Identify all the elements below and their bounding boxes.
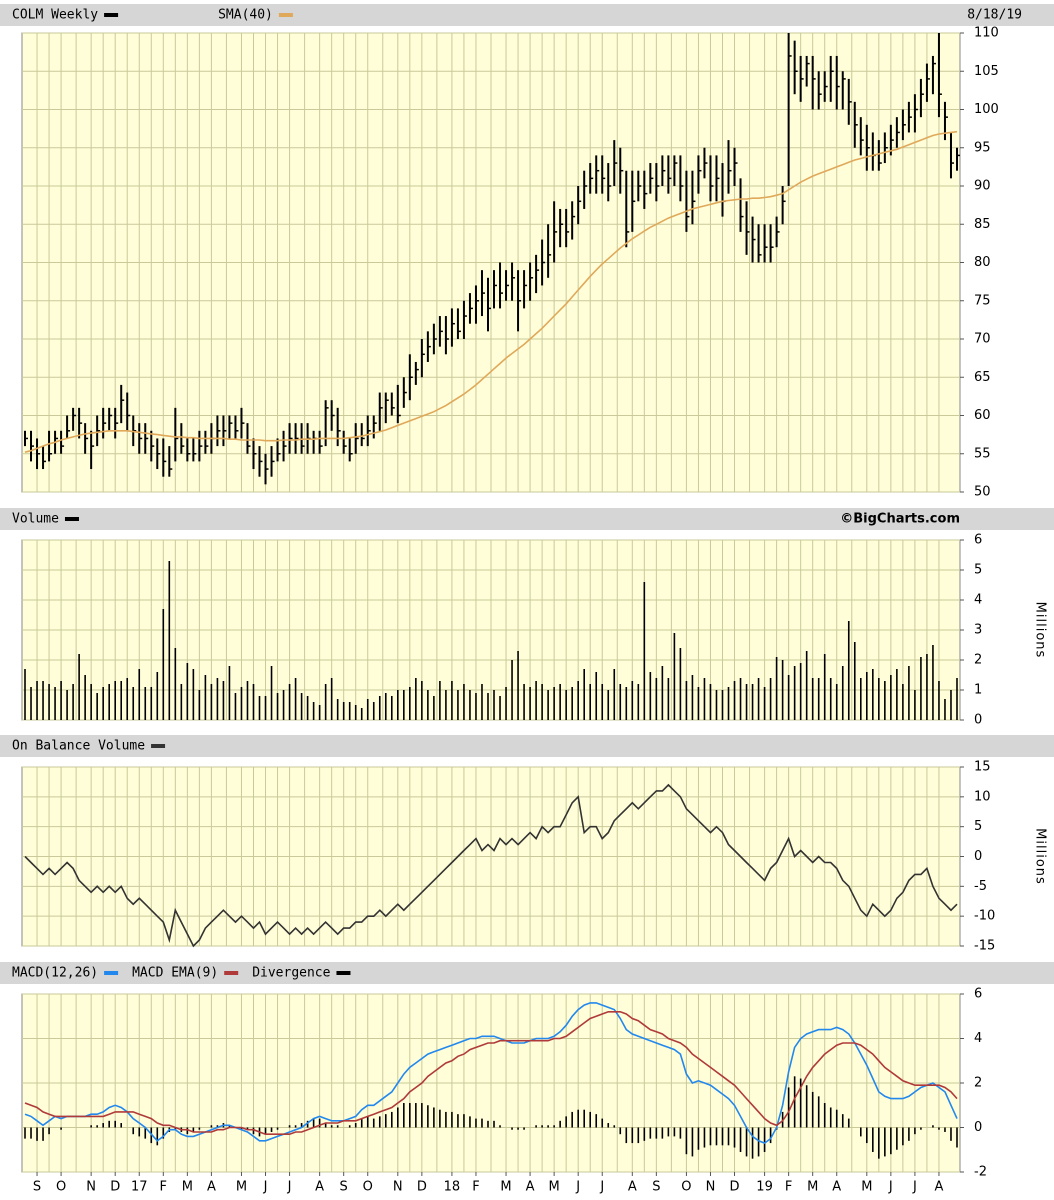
x-tick-label: F [785, 1180, 792, 1195]
x-tick-label: M [500, 1180, 511, 1195]
series-line [24, 783, 958, 948]
x-tick-label: A [207, 1180, 216, 1195]
panel-header [0, 508, 1054, 530]
x-tick-label: O [363, 1180, 373, 1195]
legend-label: Divergence [252, 966, 330, 981]
y-tick-label: 100 [974, 102, 999, 117]
y-tick-label: 65 [974, 370, 991, 385]
y-tick-label: 95 [974, 140, 991, 155]
y-tick-label: 10 [974, 789, 991, 804]
panel-header [0, 4, 1054, 26]
y-tick-label: -10 [974, 909, 995, 924]
x-tick-label: S [340, 1180, 348, 1195]
y-tick-label: 6 [974, 533, 982, 548]
y-axis-label: Millions [1033, 828, 1048, 885]
x-tick-label: J [263, 1180, 268, 1195]
x-tick-label: S [652, 1180, 660, 1195]
x-tick-label: M [182, 1180, 193, 1195]
y-tick-label: 2 [974, 653, 982, 668]
x-tick-label: A [935, 1180, 944, 1195]
y-tick-label: 0 [974, 849, 982, 864]
y-tick-label: 110 [974, 26, 999, 41]
chart-credit: ©BigCharts.com [840, 512, 960, 527]
panel-header [0, 735, 1054, 757]
y-tick-label: 80 [974, 255, 991, 270]
legend-swatch [151, 744, 166, 748]
y-tick-label: 6 [974, 987, 982, 1002]
y-tick-label: 85 [974, 217, 991, 232]
panel-header [0, 962, 1054, 984]
series-line [24, 1002, 958, 1145]
legend-swatch [104, 971, 119, 975]
chart-date: 8/18/19 [967, 8, 1022, 23]
y-tick-label: 50 [974, 485, 991, 500]
x-tick-label: M [807, 1180, 818, 1195]
legend-label: SMA(40) [218, 8, 273, 23]
y-tick-label: -5 [974, 879, 987, 894]
x-tick-label: M [549, 1180, 560, 1195]
y-tick-label: 2 [974, 1076, 982, 1091]
y-tick-label: 75 [974, 293, 991, 308]
x-tick-label: F [160, 1180, 167, 1195]
x-tick-label: J [575, 1180, 580, 1195]
x-tick-label: F [472, 1180, 479, 1195]
legend-label: On Balance Volume [12, 739, 145, 754]
x-tick-label: 17 [131, 1180, 148, 1195]
legend-swatch [104, 13, 119, 17]
y-tick-label: 70 [974, 332, 991, 347]
x-tick-label: J [599, 1180, 604, 1195]
legend-label: Volume [12, 512, 59, 527]
y-tick-label: -15 [974, 939, 995, 954]
y-tick-label: -2 [974, 1165, 987, 1180]
legend-label: MACD EMA(9) [132, 966, 218, 981]
y-tick-label: 5 [974, 819, 982, 834]
y-tick-label: 4 [974, 593, 982, 608]
x-tick-label: D [110, 1180, 120, 1195]
x-tick-label: N [706, 1180, 716, 1195]
y-tick-label: 90 [974, 179, 991, 194]
series-line [24, 130, 958, 453]
y-tick-label: 105 [974, 64, 999, 79]
y-tick-label: 4 [974, 1031, 982, 1046]
y-tick-label: 15 [974, 760, 991, 775]
x-tick-label: A [526, 1180, 535, 1195]
x-tick-label: D [417, 1180, 427, 1195]
x-tick-label: D [730, 1180, 740, 1195]
x-tick-label: A [315, 1180, 324, 1195]
legend-label: COLM Weekly [12, 8, 98, 23]
legend-swatch [64, 517, 79, 521]
x-tick-label: J [287, 1180, 292, 1195]
x-tick-label: J [912, 1180, 917, 1195]
x-tick-label: J [888, 1180, 893, 1195]
y-axis-label: Millions [1033, 602, 1048, 659]
legend-label: MACD(12,26) [12, 966, 98, 981]
x-tick-label: N [393, 1180, 403, 1195]
legend-swatch [224, 971, 239, 975]
x-tick-label: 19 [756, 1180, 773, 1195]
x-tick-label: O [681, 1180, 691, 1195]
x-tick-label: M [236, 1180, 247, 1195]
y-tick-label: 55 [974, 446, 991, 461]
legend-swatch [336, 971, 351, 975]
x-tick-label: M [861, 1180, 872, 1195]
x-tick-label: S [33, 1180, 41, 1195]
y-tick-label: 0 [974, 713, 982, 728]
x-tick-label: A [832, 1180, 841, 1195]
x-tick-label: 18 [444, 1180, 461, 1195]
x-tick-label: A [628, 1180, 637, 1195]
y-tick-label: 1 [974, 683, 982, 698]
y-tick-label: 5 [974, 563, 982, 578]
y-tick-label: 60 [974, 408, 991, 423]
legend-swatch [278, 13, 293, 17]
y-tick-label: 3 [974, 623, 982, 638]
series-line [24, 1011, 958, 1135]
y-tick-label: 0 [974, 1120, 982, 1135]
x-tick-label: O [56, 1180, 66, 1195]
x-tick-label: N [86, 1180, 96, 1195]
